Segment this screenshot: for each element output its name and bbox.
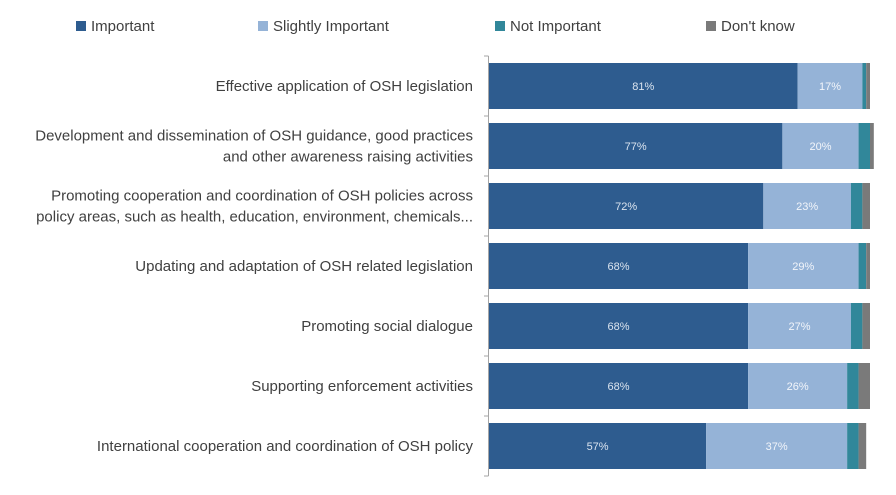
bar-slightly-important [797, 63, 863, 109]
bar-don-t-know [870, 123, 874, 169]
y-axis-ticks [484, 55, 489, 477]
data-label-slightly-important: 27% [788, 321, 810, 333]
category-label: Development and dissemination of OSH gui… [35, 128, 473, 166]
bar-slightly-important [763, 183, 851, 229]
bar-not-important [847, 363, 859, 409]
legend-label-important: Important [91, 18, 155, 35]
data-label-important: 77% [625, 141, 647, 153]
bar-important [489, 183, 764, 229]
bar-not-important [858, 123, 870, 169]
bar-important [489, 243, 749, 289]
bar-don-t-know [858, 363, 870, 409]
legend-swatch-important [76, 21, 86, 31]
data-label-slightly-important: 37% [766, 441, 788, 453]
bar-slightly-important [782, 123, 859, 169]
bar-not-important [847, 423, 859, 469]
data-label-slightly-important: 20% [809, 141, 831, 153]
legend: Important Slightly Important Not Important… [76, 18, 795, 35]
category-label: Updating and adaptation of OSH related l… [135, 258, 473, 275]
bar-important [489, 123, 783, 169]
bar-important [489, 303, 749, 349]
data-label-important: 81% [632, 81, 654, 93]
category-labels: Effective application of OSH legislation… [35, 78, 473, 455]
bar-don-t-know [866, 63, 870, 109]
legend-swatch-slightly-important [258, 21, 268, 31]
category-label: Effective application of OSH legislation [216, 78, 473, 95]
bar-important [489, 63, 798, 109]
legend-swatch-don-t-know [706, 21, 716, 31]
legend-label-not-important: Not Important [510, 18, 602, 35]
bar-not-important [858, 243, 867, 289]
bar-important [489, 363, 749, 409]
data-label-important: 68% [608, 321, 630, 333]
bar-don-t-know [862, 183, 870, 229]
bar-slightly-important [706, 423, 848, 469]
bar-slightly-important [748, 243, 859, 289]
bar-slightly-important [748, 363, 848, 409]
data-label-important: 68% [608, 381, 630, 393]
legend-swatch-not-important [495, 21, 505, 31]
bar-important [489, 423, 707, 469]
bar-not-important [850, 303, 863, 349]
data-labels: 81% 17% 77% 20% 72% 23% 68% 29% 68% 27% 68% 26% 57% 3… [587, 81, 842, 453]
category-label: Supporting enforcement activities [251, 378, 473, 395]
category-label: International cooperation and coordinati… [97, 438, 474, 455]
data-label-important: 72% [615, 201, 637, 213]
bar-not-important [850, 183, 863, 229]
data-label-slightly-important: 17% [819, 81, 841, 93]
legend-label-slightly-important: Slightly Important [273, 18, 390, 35]
data-label-important: 57% [587, 441, 609, 453]
category-label: Promoting cooperation and coordination o… [36, 188, 473, 226]
category-label: Promoting social dialogue [301, 318, 473, 335]
bar-slightly-important [748, 303, 851, 349]
legend-label-don-t-know: Don't know [721, 18, 795, 35]
data-label-slightly-important: 23% [796, 201, 818, 213]
bar-not-important [862, 63, 867, 109]
bar-don-t-know [866, 243, 870, 289]
bar-don-t-know [862, 303, 870, 349]
data-label-important: 68% [608, 261, 630, 273]
bars [489, 63, 874, 469]
bar-don-t-know [858, 423, 867, 469]
data-label-slightly-important: 26% [787, 381, 809, 393]
data-label-slightly-important: 29% [792, 261, 814, 273]
